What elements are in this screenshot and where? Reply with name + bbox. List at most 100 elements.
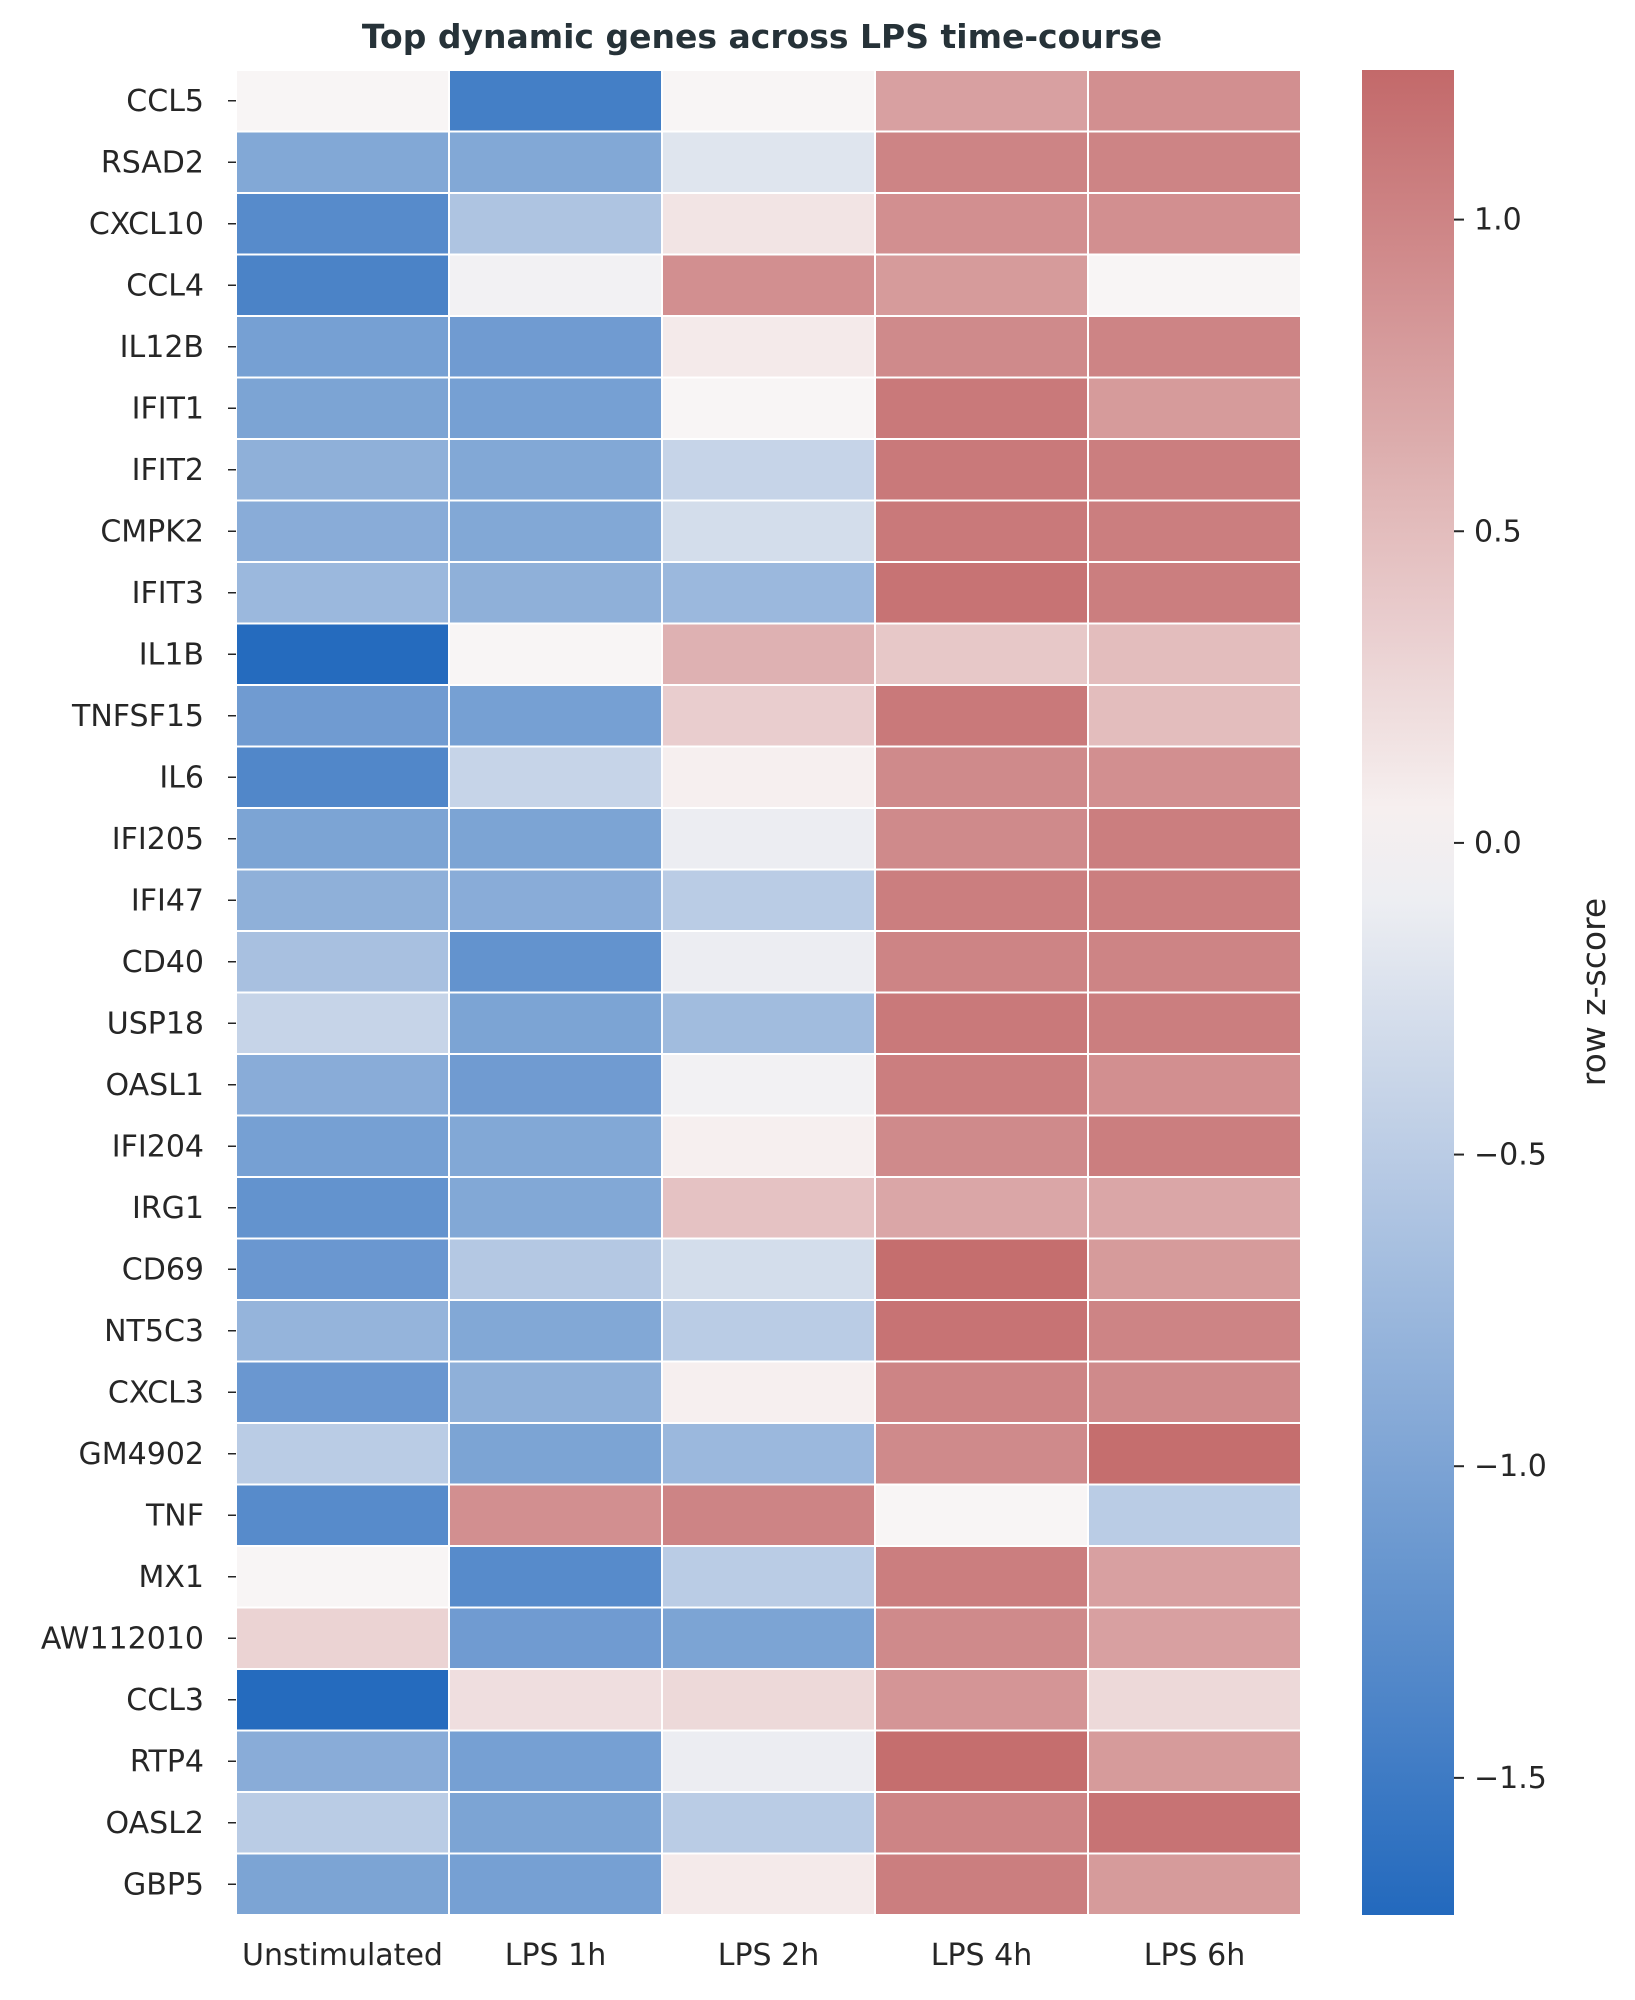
- colorbar-tick-label: −1.5: [1474, 1761, 1547, 1796]
- heatmap-cell: [1087, 1852, 1302, 1916]
- row-label: IFI47: [131, 883, 204, 918]
- heatmap-cell: [661, 745, 876, 809]
- heatmap-cell: [235, 69, 450, 133]
- heatmap-cell: [448, 1360, 663, 1424]
- heatmap-cell: [661, 930, 876, 994]
- heatmap-cell: [874, 1483, 1089, 1547]
- heatmap-cell: [235, 1668, 450, 1732]
- row-label: CD69: [122, 1252, 204, 1287]
- row-label: IFI205: [112, 822, 204, 857]
- heatmap-cell: [235, 1729, 450, 1793]
- heatmap-cell: [661, 1237, 876, 1301]
- row-label: OASL2: [106, 1806, 204, 1841]
- colorbar-label: row z-score: [1574, 898, 1613, 1086]
- heatmap-cell: [235, 1237, 450, 1301]
- heatmap-cell: [1087, 1483, 1302, 1547]
- heatmap-cell: [661, 1852, 876, 1916]
- heatmap-cell: [235, 1053, 450, 1117]
- heatmap-cell: [1087, 622, 1302, 686]
- heatmap-cell: [661, 622, 876, 686]
- heatmap-cell: [661, 1606, 876, 1670]
- chart-title: Top dynamic genes across LPS time-course: [362, 17, 1162, 56]
- heatmap-cell: [448, 1545, 663, 1609]
- colorbar-ticks: 1.0 0.5 0.0 −0.5 −1.0 −1.5: [1454, 203, 1547, 1796]
- heatmap-cell: [1087, 991, 1302, 1055]
- row-label: IL12B: [120, 330, 204, 365]
- heatmap-cell: [448, 622, 663, 686]
- heatmap-cell: [874, 376, 1089, 440]
- colorbar-tick-label: −0.5: [1474, 1138, 1547, 1173]
- heatmap-cell: [661, 376, 876, 440]
- heatmap-cell: [235, 991, 450, 1055]
- heatmap-cell: [874, 561, 1089, 625]
- heatmap-cell: [235, 1852, 450, 1916]
- heatmap-cell: [661, 1483, 876, 1547]
- heatmap-cell: [874, 991, 1089, 1055]
- heatmap-cell: [1087, 1791, 1302, 1855]
- heatmap-cell: [874, 745, 1089, 809]
- row-label: TNFSF15: [71, 699, 204, 734]
- heatmap-cell: [1087, 69, 1302, 133]
- heatmap-cell: [448, 1114, 663, 1178]
- row-label: RSAD2: [101, 145, 204, 180]
- column-label: LPS 2h: [718, 1938, 819, 1973]
- heatmap-cell: [235, 1114, 450, 1178]
- column-labels: Unstimulated LPS 1h LPS 2h LPS 4h LPS 6h: [242, 1938, 1245, 1973]
- row-label: IL6: [159, 760, 204, 795]
- heatmap-cell: [874, 1729, 1089, 1793]
- heatmap-cell: [448, 1237, 663, 1301]
- row-label: CXCL10: [89, 207, 204, 242]
- heatmap-cell: [661, 1791, 876, 1855]
- row-label: CXCL3: [108, 1375, 204, 1410]
- heatmap-cell: [448, 1299, 663, 1363]
- column-label: LPS 1h: [505, 1938, 606, 1973]
- row-label: CCL4: [126, 268, 204, 303]
- heatmap-cell: [661, 499, 876, 563]
- heatmap-cell: [874, 684, 1089, 748]
- heatmap-cell: [874, 315, 1089, 379]
- heatmap-cell: [448, 868, 663, 932]
- heatmap-cell: [448, 1668, 663, 1732]
- heatmap-cell: [448, 69, 663, 133]
- heatmap-cell: [874, 1422, 1089, 1486]
- heatmap-cell: [874, 1545, 1089, 1609]
- heatmap-cell: [661, 868, 876, 932]
- heatmap-cell: [448, 376, 663, 440]
- heatmap-cell: [235, 1483, 450, 1547]
- heatmap-cell: [1087, 1237, 1302, 1301]
- heatmap-cell: [1087, 868, 1302, 932]
- heatmap-cell: [1087, 930, 1302, 994]
- heatmap-cell: [235, 1606, 450, 1670]
- heatmap-cell: [874, 1299, 1089, 1363]
- heatmap-cell: [661, 315, 876, 379]
- heatmap-cell: [874, 1791, 1089, 1855]
- heatmap-cell: [448, 315, 663, 379]
- heatmap-cell: [235, 376, 450, 440]
- column-label: LPS 6h: [1144, 1938, 1245, 1973]
- heatmap-cell: [874, 499, 1089, 563]
- heatmap-cell: [1087, 1053, 1302, 1117]
- heatmap-cell: [1087, 499, 1302, 563]
- heatmap-cell: [661, 684, 876, 748]
- row-label: IFIT3: [132, 576, 204, 611]
- heatmap-cell: [235, 253, 450, 317]
- heatmap-cell: [1087, 1176, 1302, 1240]
- heatmap-cell: [1087, 1299, 1302, 1363]
- heatmap-cell: [448, 499, 663, 563]
- heatmap-cell: [235, 930, 450, 994]
- heatmap-cell: [1087, 253, 1302, 317]
- heatmap-cell: [448, 1729, 663, 1793]
- heatmap-cell: [874, 1852, 1089, 1916]
- heatmap-cell: [1087, 376, 1302, 440]
- heatmap-cell: [661, 991, 876, 1055]
- heatmap-cell: [1087, 745, 1302, 809]
- heatmap-cell: [1087, 684, 1302, 748]
- heatmap-cell: [235, 1791, 450, 1855]
- heatmap-cell: [874, 868, 1089, 932]
- heatmap-cell: [874, 1360, 1089, 1424]
- heatmap-cell: [874, 807, 1089, 871]
- heatmap-cell: [448, 745, 663, 809]
- heatmap-cell: [235, 745, 450, 809]
- heatmap-cell: [235, 1176, 450, 1240]
